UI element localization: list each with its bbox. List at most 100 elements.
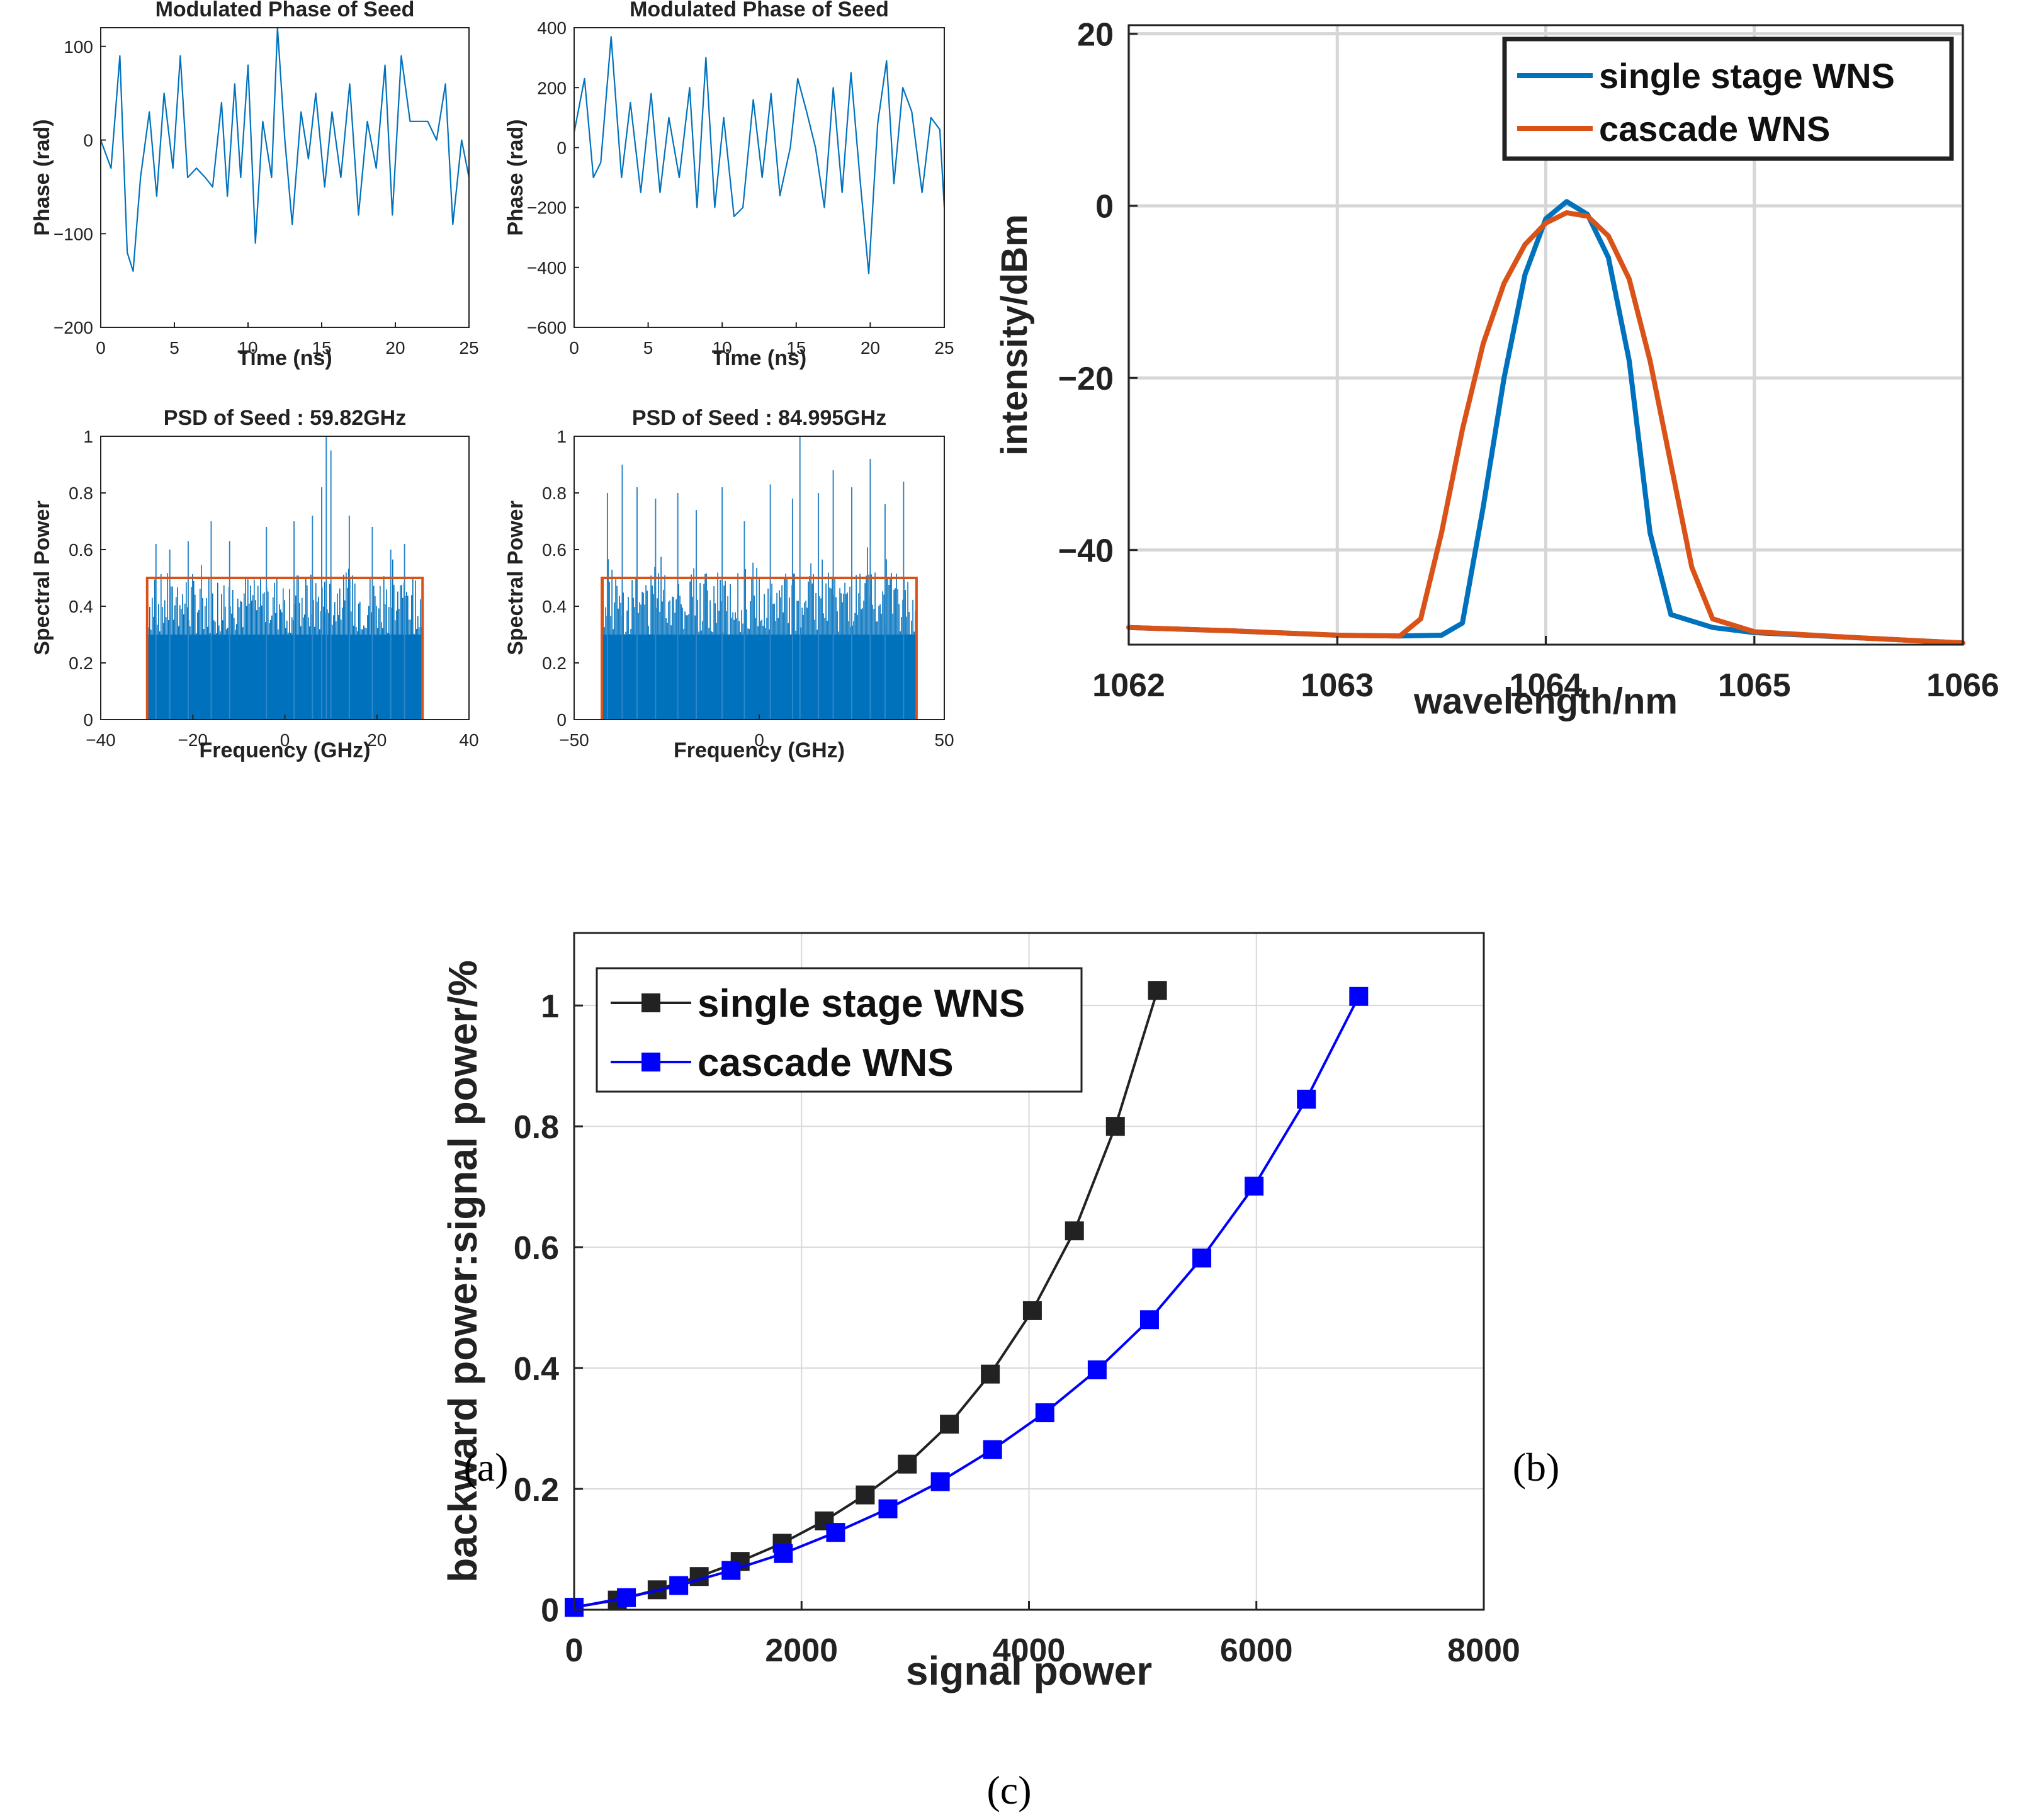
single-stage-marker bbox=[981, 1364, 1000, 1384]
legend-swatch-marker bbox=[641, 1053, 660, 1071]
y-tick-label: 400 bbox=[537, 18, 567, 38]
x-tick-label: 1063 bbox=[1301, 667, 1374, 704]
cascade-marker bbox=[1139, 1310, 1159, 1330]
phase-series-line bbox=[573, 36, 946, 274]
psd-band-outline bbox=[145, 577, 424, 720]
psd-band-outline bbox=[601, 577, 918, 720]
y-axis-label: Spectral Power bbox=[30, 500, 54, 655]
x-tick-label: 20 bbox=[385, 338, 405, 358]
legend-box bbox=[1502, 37, 1954, 161]
x-tick-label: 1064 bbox=[1510, 667, 1583, 704]
y-tick-label: 0.8 bbox=[69, 483, 93, 503]
single-stage-marker bbox=[1022, 1301, 1042, 1320]
y-tick-label: 0 bbox=[557, 710, 567, 730]
series-cascade-line bbox=[1126, 210, 1965, 646]
y-tick-label: 200 bbox=[537, 78, 567, 98]
x-axis-label: Frequency (GHz) bbox=[199, 738, 370, 762]
cascade-marker bbox=[1087, 1360, 1107, 1379]
x-axis-label: Frequency (GHz) bbox=[674, 738, 845, 762]
x-tick-label: 2000 bbox=[765, 1632, 838, 1669]
cascade-marker bbox=[878, 1499, 898, 1518]
panel-label-b: (b) bbox=[1513, 1445, 1560, 1489]
y-tick-label: 0.2 bbox=[69, 653, 93, 673]
y-tick-label: 0.6 bbox=[514, 1230, 559, 1267]
cascade-marker bbox=[1192, 1248, 1212, 1268]
x-tick-label: 25 bbox=[459, 338, 478, 358]
y-tick-label: 0.4 bbox=[542, 597, 567, 616]
y-tick-label: 0.2 bbox=[542, 653, 567, 673]
x-tick-label: −20 bbox=[178, 730, 208, 750]
axes-frame bbox=[100, 27, 470, 328]
single-stage-marker bbox=[856, 1485, 875, 1505]
x-tick-label: 15 bbox=[312, 338, 331, 358]
cascade-marker bbox=[1245, 1177, 1264, 1196]
y-tick-label: 0.8 bbox=[514, 1109, 559, 1146]
chart-title: Modulated Phase of Seed bbox=[630, 0, 889, 21]
x-tick-label: 1065 bbox=[1718, 667, 1791, 704]
x-tick-label: 20 bbox=[367, 730, 387, 750]
x-tick-label: 25 bbox=[934, 338, 954, 358]
y-tick-label: 0.8 bbox=[542, 483, 567, 503]
series-single-stage-line bbox=[1126, 199, 1965, 646]
y-tick-label: 0 bbox=[83, 131, 93, 150]
y-tick-label: −200 bbox=[54, 318, 93, 337]
x-tick-label: 4000 bbox=[993, 1632, 1066, 1669]
y-axis-label: Phase (rad) bbox=[504, 119, 528, 235]
y-tick-label: 0 bbox=[83, 710, 93, 730]
phase-series-line bbox=[99, 26, 470, 272]
chart-title: PSD of Seed : 59.82GHz bbox=[164, 406, 406, 430]
x-tick-label: 1066 bbox=[1926, 667, 1999, 704]
y-axis-label: Spectral Power bbox=[504, 500, 528, 655]
x-tick-label: 5 bbox=[169, 338, 179, 358]
x-tick-label: 0 bbox=[754, 730, 764, 750]
legend-box bbox=[596, 967, 1083, 1093]
chart-a1-phase-seed-60ghz: 0 5 10 15 20 25 −200 −100 0 100 Time (ns) Phase (ra… bbox=[30, 0, 479, 370]
chart-b-spectrum: 1062 1063 1064 1065 1066 −40 −20 0 20 wavelength/… bbox=[994, 16, 1999, 721]
x-tick-label: 50 bbox=[934, 730, 954, 750]
cascade-marker bbox=[721, 1561, 741, 1580]
legend-label: cascade WNS bbox=[1599, 109, 1830, 149]
chart-a2-phase-seed-85ghz: 0 5 10 15 20 25 −600 −400 −200 0 200 400 Time (ns) Ph… bbox=[504, 0, 954, 370]
cascade-marker bbox=[617, 1588, 636, 1607]
cascade-marker bbox=[1297, 1089, 1316, 1109]
x-tick-label: 5 bbox=[643, 338, 653, 358]
x-tick-label: 10 bbox=[238, 338, 257, 358]
legend-label: single stage WNS bbox=[698, 982, 1025, 1026]
panel-label-c: (c) bbox=[986, 1768, 1031, 1812]
y-axis-label: intensity/dBm bbox=[994, 214, 1035, 456]
y-tick-label: 1 bbox=[541, 988, 559, 1025]
axes-frame bbox=[573, 27, 945, 328]
y-tick-label: −20 bbox=[1058, 361, 1114, 397]
legend-label: cascade WNS bbox=[698, 1041, 954, 1085]
x-tick-label: −40 bbox=[86, 730, 116, 750]
y-tick-label: 0 bbox=[541, 1593, 559, 1629]
x-tick-label: 8000 bbox=[1447, 1632, 1520, 1669]
cascade-marker bbox=[1035, 1403, 1054, 1423]
x-tick-label: 15 bbox=[786, 338, 806, 358]
y-tick-label: 0 bbox=[557, 138, 567, 157]
single-stage-marker bbox=[898, 1454, 917, 1474]
y-tick-label: −100 bbox=[54, 224, 93, 244]
y-tick-label: 20 bbox=[1077, 16, 1114, 53]
chart-c-backward-ratio: 0 2000 4000 6000 8000 0 0.2 0.4 0.6 0.8 1 signal po… bbox=[440, 932, 1520, 1693]
y-tick-label: 0 bbox=[1095, 189, 1114, 225]
y-axis-label: backward power:signal power/% bbox=[440, 960, 485, 1583]
cascade-marker bbox=[826, 1523, 845, 1542]
cascade-marker bbox=[669, 1576, 689, 1595]
cascade-marker bbox=[983, 1440, 1002, 1459]
x-axis-label: Time (ns) bbox=[712, 346, 807, 370]
single-stage-marker bbox=[1148, 981, 1167, 1000]
x-tick-label: 40 bbox=[459, 730, 478, 750]
y-tick-label: −200 bbox=[527, 198, 567, 218]
x-axis-label: signal power bbox=[906, 1648, 1152, 1693]
y-tick-label: 1 bbox=[557, 427, 567, 446]
single-stage-marker bbox=[1065, 1221, 1084, 1241]
cascade-marker bbox=[930, 1472, 950, 1491]
chart-title: PSD of Seed : 84.995GHz bbox=[632, 406, 886, 430]
x-tick-label: 0 bbox=[96, 338, 106, 358]
y-tick-label: 0.6 bbox=[69, 540, 93, 560]
x-tick-label: 10 bbox=[713, 338, 732, 358]
legend-label: single stage WNS bbox=[1599, 56, 1895, 96]
